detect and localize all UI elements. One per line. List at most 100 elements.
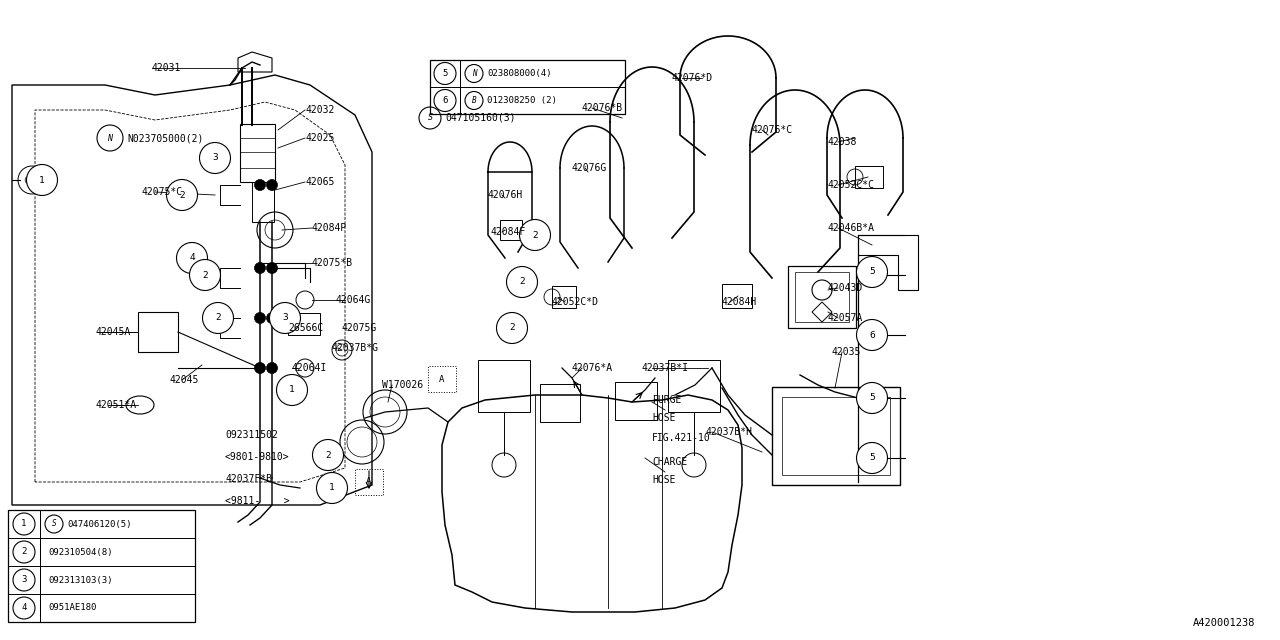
- Text: 42057A: 42057A: [828, 313, 863, 323]
- Text: 42025: 42025: [305, 133, 334, 143]
- Bar: [252, 182, 274, 222]
- Text: B: B: [472, 96, 476, 105]
- Text: FIG.421-10: FIG.421-10: [652, 433, 710, 443]
- Circle shape: [497, 312, 527, 344]
- Circle shape: [266, 362, 278, 374]
- Text: 42065: 42065: [305, 177, 334, 187]
- Text: 42037F*B: 42037F*B: [225, 474, 273, 484]
- Bar: [428, 366, 456, 392]
- Bar: [241, 124, 275, 182]
- Circle shape: [13, 513, 35, 535]
- Bar: [540, 384, 580, 422]
- Text: 42046B*A: 42046B*A: [828, 223, 876, 233]
- Text: 42076*B: 42076*B: [582, 103, 623, 113]
- Text: 6: 6: [443, 96, 448, 105]
- Text: 1: 1: [329, 483, 335, 493]
- Circle shape: [13, 597, 35, 619]
- Text: 3: 3: [212, 154, 218, 163]
- Bar: [772, 387, 900, 485]
- Circle shape: [13, 569, 35, 591]
- Text: 1: 1: [22, 520, 27, 529]
- Circle shape: [856, 383, 887, 413]
- Text: 4: 4: [22, 604, 27, 612]
- Circle shape: [465, 65, 483, 83]
- Circle shape: [520, 220, 550, 250]
- Bar: [552, 286, 576, 308]
- Text: 42043D: 42043D: [828, 283, 863, 293]
- Text: 092310504(8): 092310504(8): [49, 547, 113, 557]
- Circle shape: [312, 440, 343, 470]
- Text: S: S: [428, 113, 433, 122]
- Text: 3: 3: [282, 314, 288, 323]
- Text: S: S: [51, 520, 56, 529]
- Circle shape: [465, 92, 483, 109]
- Text: W170026: W170026: [381, 380, 424, 390]
- Text: 092313103(3): 092313103(3): [49, 575, 113, 584]
- Text: 2: 2: [520, 278, 525, 287]
- Text: 42075*C: 42075*C: [142, 187, 183, 197]
- Circle shape: [266, 179, 278, 191]
- Circle shape: [856, 257, 887, 287]
- Bar: [500, 220, 522, 240]
- Text: 42064G: 42064G: [335, 295, 370, 305]
- Bar: [8, 510, 195, 622]
- Text: 42084P: 42084P: [312, 223, 347, 233]
- Text: 42064I: 42064I: [292, 363, 328, 373]
- Circle shape: [166, 179, 197, 211]
- Text: 42052C*D: 42052C*D: [552, 297, 599, 307]
- Circle shape: [26, 176, 33, 184]
- Bar: [782, 397, 890, 475]
- Text: 5: 5: [869, 454, 874, 463]
- Bar: [788, 266, 856, 328]
- Text: 2: 2: [325, 451, 330, 460]
- Text: 42076*A: 42076*A: [572, 363, 613, 373]
- Text: HOSE: HOSE: [652, 475, 676, 485]
- Text: <9801-9810>: <9801-9810>: [225, 452, 289, 462]
- Circle shape: [27, 164, 58, 195]
- Text: 092311502: 092311502: [225, 430, 278, 440]
- Bar: [614, 382, 657, 420]
- Circle shape: [434, 63, 456, 84]
- Text: A: A: [366, 477, 371, 486]
- Text: 42037B*G: 42037B*G: [332, 343, 379, 353]
- Text: 2: 2: [179, 191, 184, 200]
- Text: <9811-    >: <9811- >: [225, 496, 289, 506]
- Circle shape: [856, 319, 887, 351]
- Text: 42051*A: 42051*A: [95, 400, 136, 410]
- Bar: [795, 272, 849, 322]
- Circle shape: [434, 90, 456, 111]
- Circle shape: [177, 243, 207, 273]
- Text: 42075G: 42075G: [342, 323, 378, 333]
- Text: 5: 5: [443, 69, 448, 78]
- Circle shape: [856, 442, 887, 474]
- Text: CHARGE: CHARGE: [652, 457, 687, 467]
- Text: 4: 4: [189, 253, 195, 262]
- Text: 42076G: 42076G: [572, 163, 607, 173]
- Text: 42076*C: 42076*C: [753, 125, 794, 135]
- Text: 5: 5: [869, 268, 874, 276]
- Text: N023705000(2): N023705000(2): [127, 133, 204, 143]
- Text: 2: 2: [22, 547, 27, 557]
- Text: 0951AE180: 0951AE180: [49, 604, 96, 612]
- Text: 047105160(3): 047105160(3): [445, 113, 516, 123]
- Bar: [668, 360, 719, 412]
- Text: 42076*D: 42076*D: [672, 73, 713, 83]
- Circle shape: [419, 107, 442, 129]
- Text: 2: 2: [215, 314, 221, 323]
- Text: N: N: [108, 134, 113, 143]
- Text: 42031: 42031: [152, 63, 182, 73]
- Text: 42037B*H: 42037B*H: [705, 427, 753, 437]
- Text: 047406120(5): 047406120(5): [67, 520, 132, 529]
- Text: 42084H: 42084H: [722, 297, 758, 307]
- Circle shape: [13, 541, 35, 563]
- Bar: [855, 166, 883, 188]
- Text: 2: 2: [202, 271, 207, 280]
- Text: 3: 3: [22, 575, 27, 584]
- Text: 42084F: 42084F: [490, 227, 525, 237]
- Circle shape: [266, 262, 278, 273]
- Text: 6: 6: [869, 330, 874, 339]
- Text: 42032: 42032: [305, 105, 334, 115]
- Circle shape: [276, 374, 307, 406]
- Bar: [355, 469, 383, 495]
- Text: 42045A: 42045A: [95, 327, 131, 337]
